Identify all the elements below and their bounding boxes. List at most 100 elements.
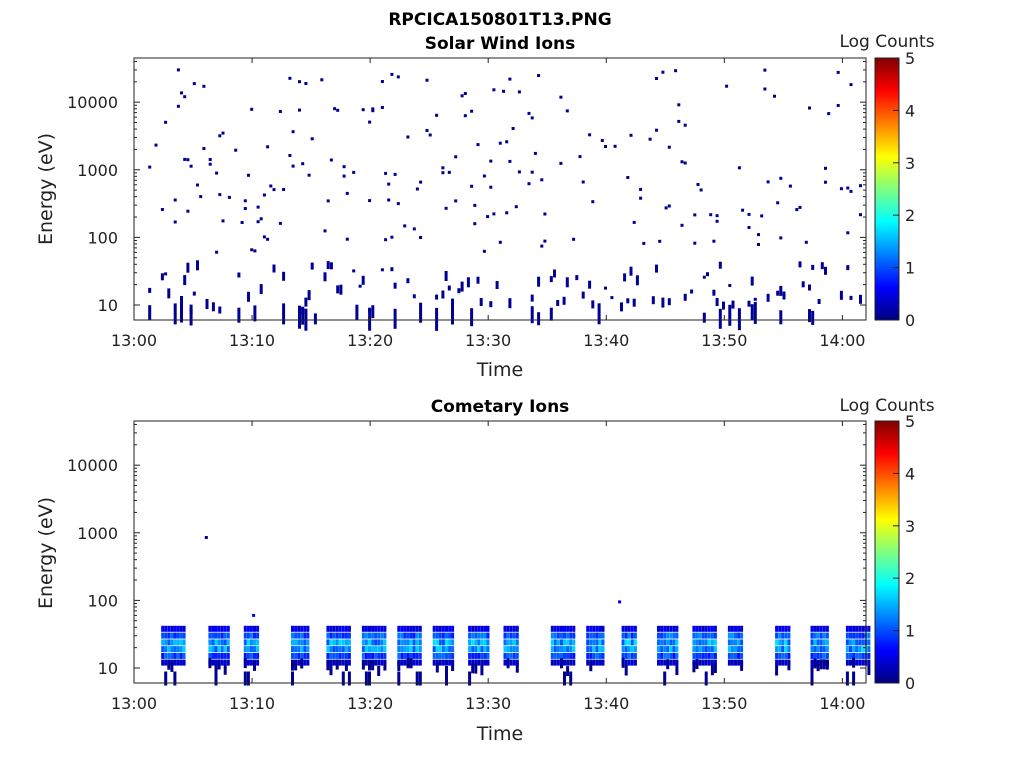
spectrogram-cell (412, 646, 416, 653)
spectrogram-cell (543, 239, 547, 243)
spectrogram-cell (170, 632, 174, 639)
spectrogram-cell (824, 266, 827, 275)
spectrogram-cell (368, 660, 371, 671)
spectrogram-cell (282, 188, 286, 191)
spectrogram-cell (441, 632, 445, 639)
spectrogram-cell (474, 646, 478, 653)
spectrogram-cell (326, 261, 330, 270)
spectrogram-cell (822, 652, 826, 659)
spectrogram-cell (710, 646, 714, 653)
spectrogram-cell (291, 652, 294, 659)
spectrogram-cell (214, 671, 218, 686)
spectrogram-cell (173, 659, 177, 666)
spectrogram-cell (852, 639, 856, 646)
spectrogram-cell (566, 632, 570, 639)
spectrogram-cell (243, 207, 247, 210)
spectrogram-cell (503, 625, 507, 632)
spectrogram-cell (243, 658, 247, 669)
spectrogram-cell (211, 659, 215, 666)
x-tick-label: 14:00 (819, 331, 865, 350)
spectrogram-cell (730, 646, 734, 653)
spectrogram-cell (657, 646, 660, 653)
spectrogram-cell (740, 660, 744, 671)
spectrogram-cell (313, 313, 317, 325)
spectrogram-cell (441, 659, 445, 666)
spectrogram-cell (415, 632, 419, 639)
spectrogram-cell (667, 298, 671, 306)
spectrogram-cell (592, 659, 596, 666)
spectrogram-cell (492, 212, 496, 216)
plot-frame (133, 420, 867, 684)
spectrogram-cell (173, 646, 177, 653)
spectrogram-cell (249, 632, 253, 639)
spectrogram-cell (553, 646, 557, 653)
spectrogram-cell (390, 235, 394, 239)
spectrogram-cell (282, 303, 286, 325)
spectrogram-cell (763, 68, 767, 72)
spectrogram-cell (167, 625, 171, 632)
spectrogram-cell (713, 625, 717, 632)
spectrogram-cell (813, 632, 817, 639)
spectrogram-cell (161, 639, 165, 646)
spectrogram-cell (220, 632, 224, 639)
spectrogram-cell (176, 68, 180, 72)
spectrogram-cell (176, 625, 180, 632)
spectrogram-cell (202, 84, 206, 88)
spectrogram-cell (214, 665, 218, 676)
spectrogram-cell (470, 184, 474, 188)
spectrogram-cell (630, 646, 634, 653)
spectrogram-cell (471, 659, 475, 666)
spectrogram-cell (400, 625, 404, 632)
spectrogram-cell (237, 307, 241, 323)
spectrogram-cell (444, 271, 448, 281)
spectrogram-cell (737, 659, 741, 666)
spectrogram-cell (713, 632, 717, 639)
spectrogram-cell (466, 277, 470, 288)
spectrogram-cell (669, 639, 673, 646)
spectrogram-cell (778, 659, 782, 666)
spectrogram-cell (396, 75, 400, 79)
spectrogram-cell (468, 625, 472, 632)
spectrogram-cell (344, 652, 348, 659)
spectrogram-cell (675, 652, 679, 659)
spectrogram-cell (480, 665, 484, 676)
spectrogram-cell (214, 646, 218, 653)
spectrogram-cell (509, 632, 513, 639)
spectrogram-cell (553, 269, 556, 278)
spectrogram-cell (563, 671, 566, 686)
spectrogram-cell (211, 302, 215, 312)
spectrogram-cell (180, 296, 183, 303)
spectrogram-cell (509, 625, 513, 632)
spectrogram-cell (170, 639, 174, 646)
spectrogram-cell (418, 639, 422, 646)
spectrogram-cell (760, 214, 764, 218)
spectrogram-cell (741, 208, 745, 212)
spectrogram-cell (256, 639, 260, 646)
spectrogram-cells (148, 68, 862, 331)
spectrogram-cell (374, 659, 378, 666)
spectrogram-cell (432, 639, 436, 646)
spectrogram-cell (374, 632, 378, 639)
spectrogram-cell (294, 646, 298, 653)
spectrogram-cell (438, 625, 442, 632)
spectrogram-cell (457, 288, 461, 294)
spectrogram-cell (307, 290, 311, 301)
spectrogram-cell (787, 660, 791, 671)
spectrogram-cell (483, 632, 487, 639)
spectrogram-cell (713, 639, 717, 646)
spectrogram-cell (249, 625, 253, 632)
spectrogram-cell (176, 104, 180, 108)
spectrogram-cell (595, 646, 599, 653)
spectrogram-cell (621, 657, 625, 668)
spectrogram-cell (368, 646, 371, 653)
spectrogram-cell (648, 137, 652, 141)
spectrogram-cell (784, 639, 788, 646)
spectrogram-cell (600, 139, 604, 142)
spectrogram-cell (332, 659, 336, 666)
spectrogram-cell (432, 659, 436, 666)
spectrogram-cell (699, 188, 703, 192)
spectrogram-cell (698, 632, 702, 639)
spectrogram-cell (259, 217, 263, 221)
spectrogram-cell (374, 646, 378, 653)
